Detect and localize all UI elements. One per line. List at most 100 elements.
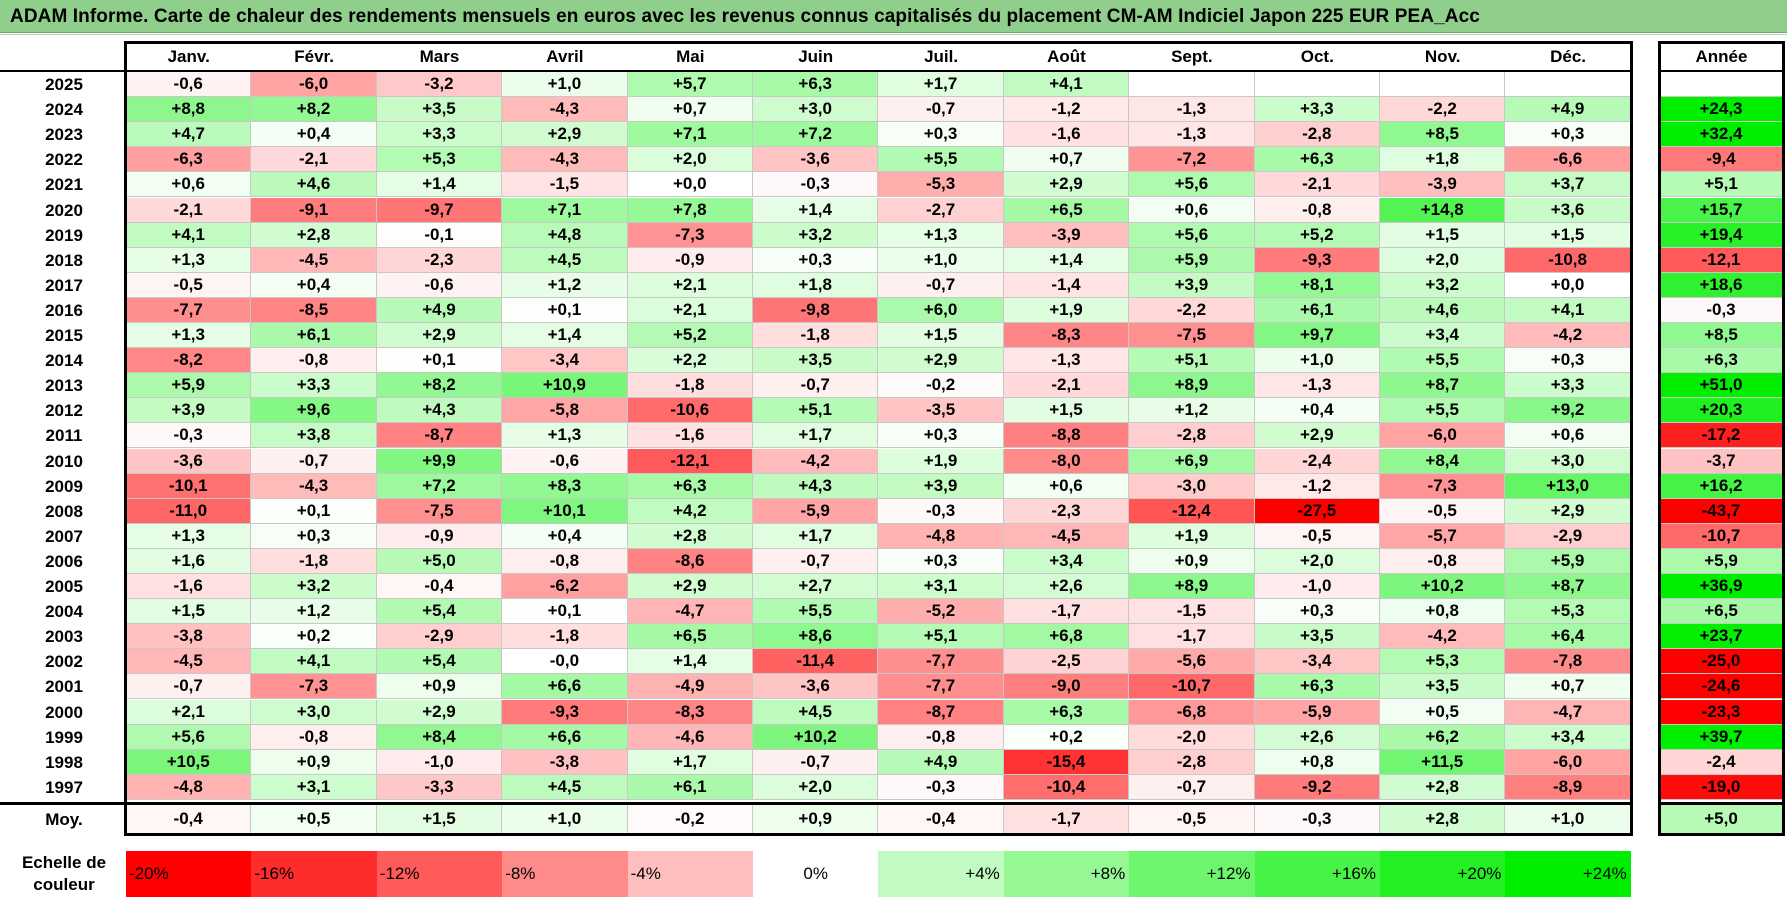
row-label: 2019 [45, 225, 83, 245]
row-label: 2018 [45, 250, 83, 270]
heatmap-cell: -1,8 [753, 323, 879, 349]
heatmap-cell: -0,8 [1254, 197, 1380, 223]
heatmap-cell: -11,0 [126, 498, 252, 524]
heatmap-cell: +10,2 [753, 724, 879, 750]
annual-cell: +6,5 [1660, 599, 1783, 625]
heatmap-cell: -0,8 [502, 548, 628, 574]
heatmap-cell: +9,9 [376, 448, 503, 474]
heatmap-cell: -27,5 [1254, 498, 1380, 524]
heatmap-cell: +1,7 [753, 423, 879, 449]
heatmap-cell: -4,6 [627, 724, 753, 750]
heatmap-cell: -0,2 [878, 373, 1004, 399]
heatmap-cell: +0,7 [1505, 674, 1631, 700]
heatmap-cell: -0,8 [1380, 548, 1506, 574]
annual-cell: -10,7 [1660, 523, 1783, 549]
heatmap-cell: +8,6 [753, 624, 879, 650]
heatmap-cell: -10,7 [1129, 674, 1255, 700]
heatmap-cell: +0,1 [502, 599, 628, 625]
heatmap-cell: +3,6 [1505, 197, 1631, 223]
heatmap-cell: +0,9 [1129, 548, 1255, 574]
heatmap-cell: -2,4 [1254, 448, 1380, 474]
heatmap-cell: +0,3 [878, 122, 1004, 148]
heatmap-cell: +6,3 [1254, 674, 1380, 700]
heatmap-cell: -1,0 [376, 749, 503, 775]
heatmap-cell: +1,3 [126, 323, 252, 349]
row-label: 2015 [45, 326, 83, 345]
row-label: 2021 [45, 175, 83, 195]
heatmap-cell: +3,9 [1129, 272, 1255, 298]
heatmap-cell: -2,1 [126, 197, 252, 223]
heatmap-cell: +8,1 [1254, 272, 1380, 298]
heatmap-cell: -0,4 [376, 574, 503, 600]
heatmap-cell [1129, 72, 1255, 98]
row-label: 2024 [45, 100, 83, 120]
heatmap-cell: +4,1 [251, 649, 377, 675]
heatmap-cell: -2,5 [1003, 649, 1130, 675]
annual-cell: +8,5 [1660, 323, 1783, 349]
annual-cell: +20,3 [1660, 398, 1783, 424]
heatmap-cell: -4,2 [753, 448, 879, 474]
annual-cell: -9,4 [1660, 147, 1783, 173]
heatmap-cell: -0,6 [502, 448, 628, 474]
heatmap-cell: -3,5 [878, 398, 1004, 424]
legend-swatch: -12% [376, 851, 503, 897]
heatmap-cell: -4,3 [502, 147, 628, 173]
heatmap-cell: -6,0 [1505, 749, 1631, 775]
heatmap-cell: +10,9 [502, 373, 628, 399]
annual-cell: +15,7 [1660, 197, 1783, 223]
heatmap-cell: -8,3 [627, 699, 753, 725]
heatmap-cell: -9,2 [1254, 774, 1380, 800]
heatmap-cell: -0,7 [251, 448, 377, 474]
heatmap-cell: -1,7 [1129, 624, 1255, 650]
header-separator [0, 70, 1631, 72]
month-header: Avril [546, 47, 584, 66]
heatmap-cell: -0,3 [126, 423, 252, 449]
heatmap-cell: +2,9 [627, 574, 753, 600]
heatmap-cell: +6,1 [627, 774, 753, 800]
heatmap-cell: -3,2 [376, 72, 503, 98]
heatmap-cell: +1,5 [1380, 222, 1506, 248]
annual-cell: +24,3 [1660, 97, 1783, 123]
heatmap-cell: +1,6 [126, 548, 252, 574]
heatmap-cell: -1,3 [1003, 348, 1130, 374]
heatmap-cell: +8,7 [1505, 574, 1631, 600]
heatmap-cell: -9,0 [1003, 674, 1130, 700]
legend-swatch: -4% [627, 851, 753, 897]
heatmap-cell: +4,2 [627, 498, 753, 524]
heatmap-cell: -8,8 [1003, 423, 1130, 449]
heatmap-cell: +0,5 [1380, 699, 1506, 725]
heatmap-cell: +6,8 [1003, 624, 1130, 650]
heatmap-cell: +1,0 [878, 247, 1004, 273]
heatmap-cell: -2,3 [376, 247, 503, 273]
heatmap-cell: +1,0 [1254, 348, 1380, 374]
month-header: Juil. [924, 47, 959, 66]
legend-swatch: -16% [251, 851, 377, 897]
row-label: 2022 [45, 150, 83, 170]
heatmap-cell: +1,2 [502, 272, 628, 298]
heatmap-cell: +0,7 [627, 97, 753, 123]
row-label: 2023 [45, 125, 83, 145]
heatmap-cell: -2,8 [1254, 122, 1380, 148]
month-header: Mars [419, 47, 460, 66]
heatmap-cell: -4,8 [878, 523, 1004, 549]
row-label: 2004 [45, 602, 83, 622]
heatmap-cell: -0,5 [1254, 523, 1380, 549]
month-header: Janv. [167, 47, 210, 66]
heatmap-cell: +1,5 [1505, 222, 1631, 248]
heatmap-cell: -0,5 [1129, 804, 1255, 834]
heatmap-cell: +3,2 [753, 222, 879, 248]
heatmap-cell: -1,4 [1003, 272, 1130, 298]
heatmap-cell: +9,6 [251, 398, 377, 424]
heatmap-cell: +1,4 [627, 649, 753, 675]
heatmap-cell: -0,7 [878, 272, 1004, 298]
heatmap-cell: -1,8 [251, 548, 377, 574]
heatmap-cell: +2,8 [627, 523, 753, 549]
heatmap-cell: +4,3 [376, 398, 503, 424]
heatmap-cell: +2,1 [627, 297, 753, 323]
legend-swatch: +20% [1380, 851, 1506, 897]
heatmap-cell: +0,1 [251, 498, 377, 524]
heatmap-cell: -0,4 [878, 804, 1004, 834]
heatmap-cell: +11,5 [1380, 749, 1506, 775]
row-label: 2016 [45, 300, 83, 320]
heatmap-cell [1254, 72, 1380, 98]
